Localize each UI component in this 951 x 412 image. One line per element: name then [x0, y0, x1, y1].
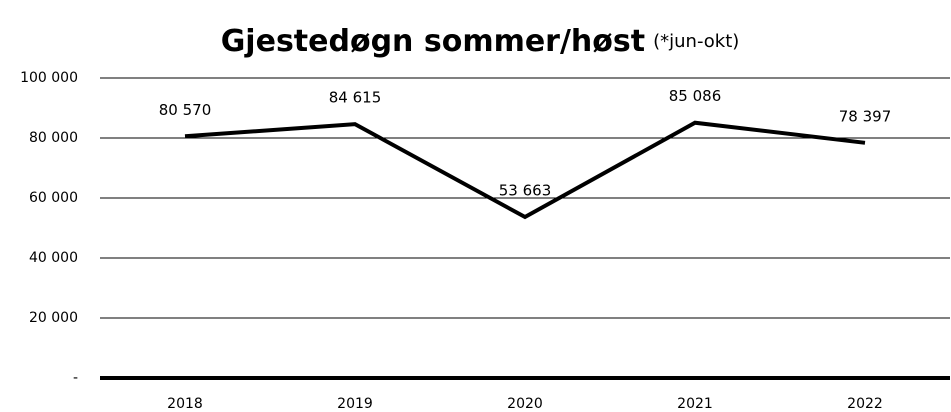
- x-tick-label: 2018: [167, 396, 203, 412]
- y-tick-label: 100 000: [20, 70, 78, 86]
- chart-title-group: Gjestedøgn sommer/høst (*jun-okt): [221, 24, 740, 59]
- y-tick-label: 20 000: [29, 310, 78, 326]
- line: [184, 120, 866, 220]
- data-label: 85 086: [669, 87, 722, 105]
- data-label: 84 615: [329, 89, 382, 107]
- y-tick-label: 80 000: [29, 130, 78, 146]
- data-label: 78 397: [839, 107, 892, 125]
- x-tick-label: 2020: [507, 396, 543, 412]
- chart-subtitle: (*jun-okt): [653, 31, 739, 52]
- x-tick-label: 2019: [337, 396, 373, 412]
- data-label: 80 570: [159, 101, 212, 119]
- y-tick-label: 40 000: [29, 250, 78, 266]
- data-label: 53 663: [499, 182, 552, 200]
- y-tick-label: 60 000: [29, 190, 78, 206]
- x-tick-label: 2022: [847, 396, 883, 412]
- y-tick-label: -: [73, 370, 78, 386]
- chart-title: Gjestedøgn sommer/høst: [221, 24, 645, 59]
- x-tick-label: 2021: [677, 396, 713, 412]
